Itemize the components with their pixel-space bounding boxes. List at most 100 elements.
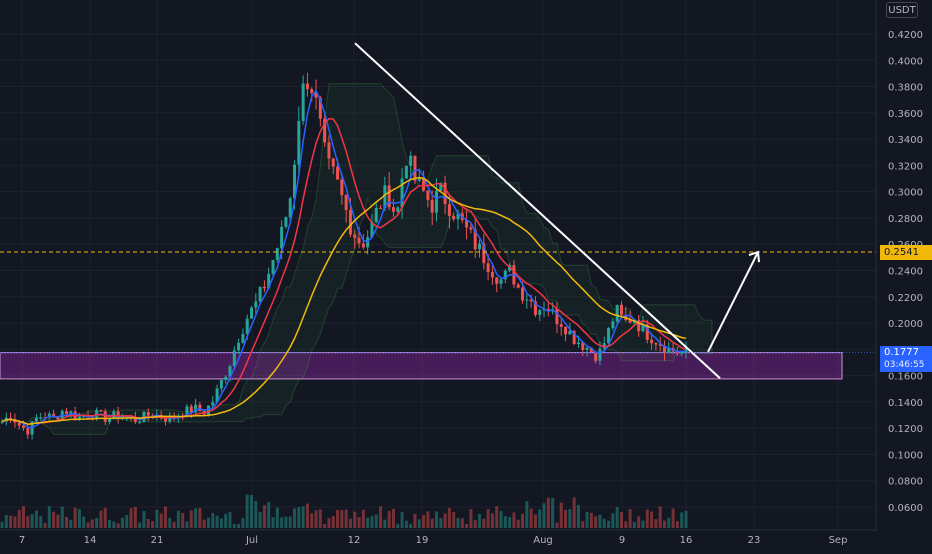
- candle-body: [594, 351, 598, 361]
- candle-body: [568, 331, 572, 335]
- volume-bar: [34, 510, 38, 528]
- volume-bar: [280, 517, 284, 528]
- arrow-head: [748, 250, 760, 263]
- volume-bar: [409, 523, 413, 528]
- support-zone: [0, 352, 843, 380]
- volume-bar: [680, 512, 684, 528]
- candle-body: [576, 342, 580, 344]
- y-tick-label: 0.1400: [888, 398, 923, 409]
- volume-bar: [159, 513, 163, 528]
- volume-bar: [336, 509, 340, 528]
- candle-body: [228, 366, 232, 377]
- volume-bar: [155, 509, 159, 528]
- volume-bar: [185, 521, 189, 528]
- volume-bar: [318, 509, 322, 528]
- volume-bar: [482, 518, 486, 528]
- volume-bar: [628, 509, 632, 528]
- volume-bar: [138, 522, 142, 528]
- volume-bar: [460, 518, 464, 528]
- volume-bar: [90, 519, 94, 528]
- candle-body: [615, 304, 619, 322]
- candle-body: [503, 270, 507, 280]
- volume-bar: [667, 517, 671, 528]
- candle-body: [245, 318, 249, 334]
- y-tick-label: 0.3400: [888, 135, 923, 146]
- y-tick-label: 0.4000: [888, 56, 923, 67]
- volume-bar: [370, 515, 374, 528]
- volume-bar: [361, 509, 365, 528]
- volume-bar: [9, 515, 13, 528]
- y-tick-label: 0.2400: [888, 267, 923, 278]
- candle-body: [370, 222, 374, 238]
- volume-bar: [120, 517, 124, 528]
- candle-body: [555, 309, 559, 325]
- volume-bar: [465, 523, 469, 528]
- y-tick-label: 0.2800: [888, 214, 923, 225]
- volume-bar: [654, 519, 658, 528]
- volume-bar: [456, 517, 460, 528]
- volume-bar: [503, 516, 507, 528]
- volume-bar: [13, 516, 17, 528]
- volume-bar: [86, 522, 90, 528]
- volume-bar: [262, 505, 266, 528]
- volume-bar: [288, 516, 292, 528]
- candle-body: [439, 182, 443, 191]
- candle-body: [589, 347, 593, 352]
- volume-bar: [671, 508, 675, 528]
- candle-body: [116, 411, 120, 419]
- volume-bar: [611, 513, 615, 528]
- y-tick-label: 0.2200: [888, 293, 923, 304]
- volume-bar: [443, 513, 447, 528]
- candle-body: [391, 207, 395, 212]
- volume-bar: [379, 506, 383, 528]
- volume-bar: [396, 523, 400, 528]
- volume-bar: [39, 516, 43, 528]
- candle-body: [581, 342, 585, 350]
- volume-bar: [194, 508, 198, 528]
- candle-body: [17, 422, 21, 426]
- volume-bar: [52, 511, 56, 528]
- candle-body: [400, 178, 404, 208]
- candle-body: [667, 348, 671, 354]
- y-tick-label: 0.2000: [888, 319, 923, 330]
- volume-bar: [176, 510, 180, 528]
- candle-body: [65, 411, 69, 414]
- currency-badge[interactable]: USDT: [886, 2, 918, 18]
- volume-bar: [323, 523, 327, 528]
- candle-body: [344, 195, 348, 211]
- candle-body: [0, 421, 4, 423]
- volume-bar: [284, 516, 288, 528]
- volume-bar: [564, 509, 568, 528]
- candle-body: [215, 388, 219, 403]
- volume-bar: [245, 494, 249, 528]
- candle-body: [473, 229, 477, 250]
- volume-bar: [512, 512, 516, 528]
- volume-bar: [116, 523, 120, 528]
- candle-body: [516, 284, 520, 288]
- x-tick-label: 23: [748, 535, 761, 546]
- candle-body: [533, 301, 537, 315]
- candle-body: [194, 404, 198, 413]
- candle-body: [348, 210, 352, 235]
- volume-bar: [417, 519, 421, 528]
- candle-body: [529, 299, 533, 302]
- x-tick-label: 19: [416, 535, 429, 546]
- candle-body: [572, 331, 576, 344]
- volume-bar: [598, 514, 602, 528]
- volume-bar: [314, 510, 318, 528]
- drawings[interactable]: [0, 42, 876, 379]
- candle-body: [185, 406, 189, 418]
- candle-body: [34, 417, 38, 422]
- volume-bar: [43, 523, 47, 528]
- volume-bar: [232, 523, 236, 528]
- candle-body: [293, 164, 297, 199]
- volume-bar: [331, 516, 335, 528]
- candle-body: [486, 263, 490, 273]
- volume-bar: [108, 519, 112, 528]
- y-tick-label: 0.1200: [888, 424, 923, 435]
- volume-bar: [529, 508, 533, 528]
- candle-body: [598, 348, 602, 361]
- candle-body: [237, 342, 241, 351]
